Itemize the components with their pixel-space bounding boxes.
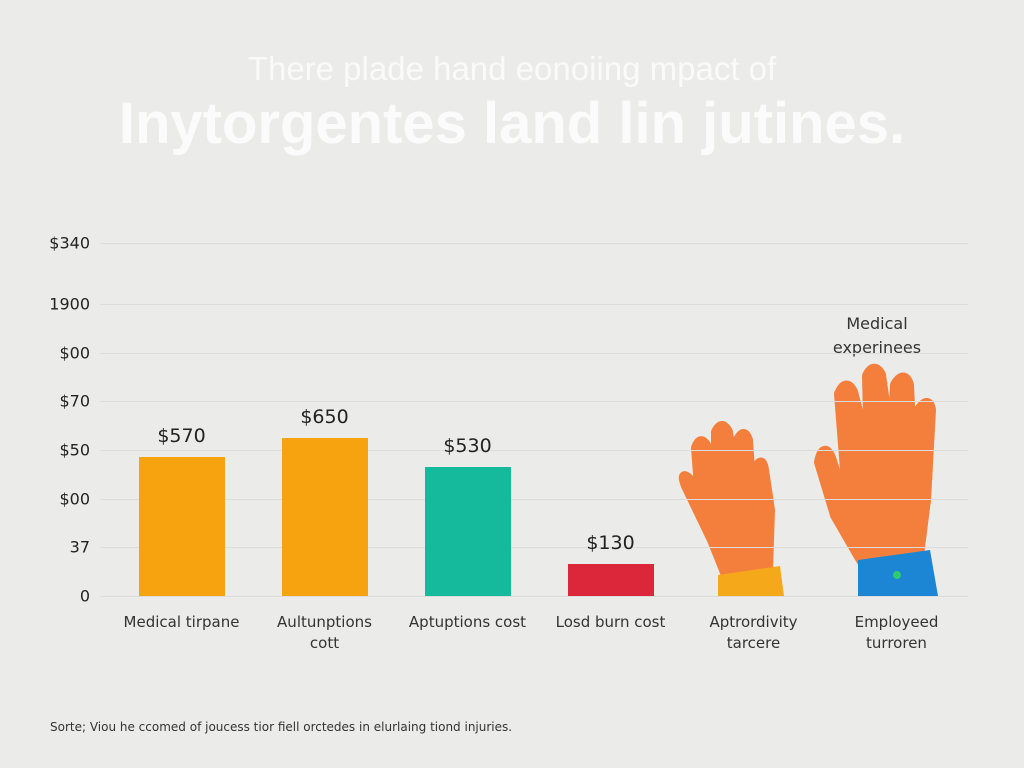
bar	[281, 437, 368, 596]
value-label: $650	[300, 405, 349, 428]
y-tick-label: 0	[79, 586, 90, 606]
grid-line	[100, 449, 968, 451]
x-tick-label: Losd burn cost	[555, 613, 666, 631]
bar	[138, 457, 225, 596]
hand-illustration	[678, 363, 936, 580]
grid-line	[100, 596, 968, 597]
grid-line	[100, 401, 968, 403]
button	[893, 571, 901, 579]
x-tick-label: Aultunptions cott	[277, 613, 372, 652]
bar	[424, 466, 511, 596]
chart-title: There plade hand eonoiing mpact of	[247, 50, 777, 87]
value-label: $570	[157, 425, 206, 448]
grid-line	[100, 498, 968, 500]
value-label: $130	[586, 532, 635, 555]
x-tick-label: Medical tirpane	[123, 613, 240, 631]
y-tick-label: $50	[59, 440, 90, 460]
y-tick-label: $70	[59, 391, 90, 411]
grid-line	[100, 243, 968, 244]
bar	[567, 564, 654, 596]
y-tick-label: $340	[49, 233, 90, 253]
y-tick-label: 37	[69, 537, 90, 557]
grid-line	[100, 547, 968, 549]
y-tick-label: $00	[59, 343, 90, 363]
y-tick-label: $00	[59, 489, 90, 509]
y-tick-label: 1900	[49, 294, 90, 314]
grid-line	[100, 303, 968, 305]
value-label: $530	[443, 434, 492, 457]
x-tick-label: Aptrordivity tarcere	[709, 613, 798, 652]
source-note: Sorte; Viou he ccomed of joucess tior fi…	[50, 720, 513, 734]
sleeve	[718, 566, 784, 596]
x-tick-label: Aptuptions cost	[408, 613, 527, 631]
grid-line	[100, 352, 968, 354]
chart-subtitle: Inytorgentes land lin jutines.	[118, 91, 906, 156]
annotation: Medical experinees	[832, 314, 922, 357]
x-tick-label: Employeed turroren	[854, 613, 939, 652]
